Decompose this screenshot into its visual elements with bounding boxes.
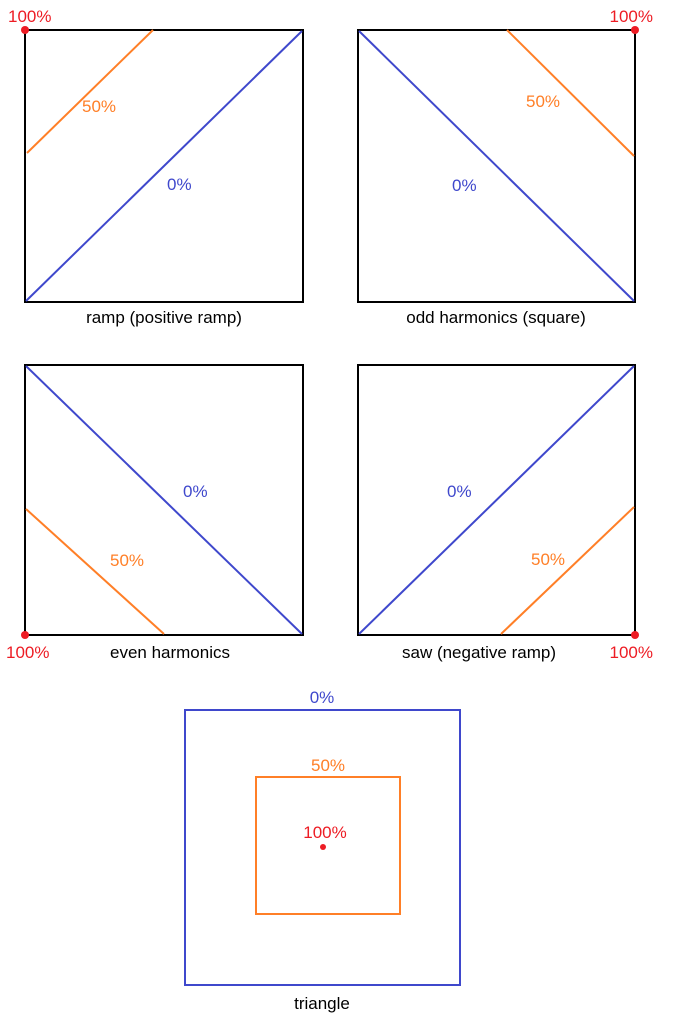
hundred-percent-dot [21,631,29,639]
hundred-percent-label: 100% [6,643,49,662]
zero-percent-line [25,365,303,635]
fifty-percent-label: 50% [526,92,560,111]
panel-odd-harmonics-square: 100% 50% 0% odd harmonics (square) [357,7,653,327]
zero-percent-label: 0% [452,176,477,195]
panel-border [24,364,304,636]
fifty-percent-label: 50% [82,97,116,116]
panel-ramp-positive-ramp: 100% 50% 0% ramp (positive ramp) [8,7,304,327]
zero-percent-line [358,365,635,635]
fifty-percent-line [500,506,635,635]
panel-even-harmonics: 0% 50% 100% even harmonics [6,364,304,662]
zero-percent-label: 0% [447,482,472,501]
panel-border [357,364,636,636]
hundred-percent-dot [631,631,639,639]
hundred-percent-label: 100% [610,7,653,26]
zero-percent-line [358,30,635,302]
zero-percent-line [25,30,303,302]
hundred-percent-label: 100% [610,643,653,662]
zero-percent-label: 0% [183,482,208,501]
hundred-percent-dot [320,844,326,850]
panel-caption: odd harmonics (square) [406,308,586,327]
zero-percent-label: 0% [167,175,192,194]
zero-percent-square [184,709,461,986]
fifty-percent-line [26,29,154,154]
panel-saw-negative-ramp: 0% 50% 100% saw (negative ramp) [357,364,653,662]
panel-border [24,29,304,303]
fifty-percent-label: 50% [531,550,565,569]
fifty-percent-line [506,29,635,157]
panel-caption: triangle [294,994,350,1013]
panel-caption: saw (negative ramp) [402,643,556,662]
panel-caption: ramp (positive ramp) [86,308,242,327]
fifty-percent-label: 50% [110,551,144,570]
hundred-percent-label: 100% [8,7,51,26]
hundred-percent-label: 100% [303,823,346,842]
hundred-percent-dot [21,26,29,34]
fifty-percent-line [25,508,165,635]
panel-triangle: 0% 50% 100% triangle [184,688,461,1013]
hundred-percent-dot [631,26,639,34]
fifty-percent-square [255,776,401,915]
fifty-percent-label: 50% [311,756,345,775]
zero-percent-label: 0% [310,688,335,707]
panel-border [357,29,636,303]
panel-caption: even harmonics [110,643,230,662]
